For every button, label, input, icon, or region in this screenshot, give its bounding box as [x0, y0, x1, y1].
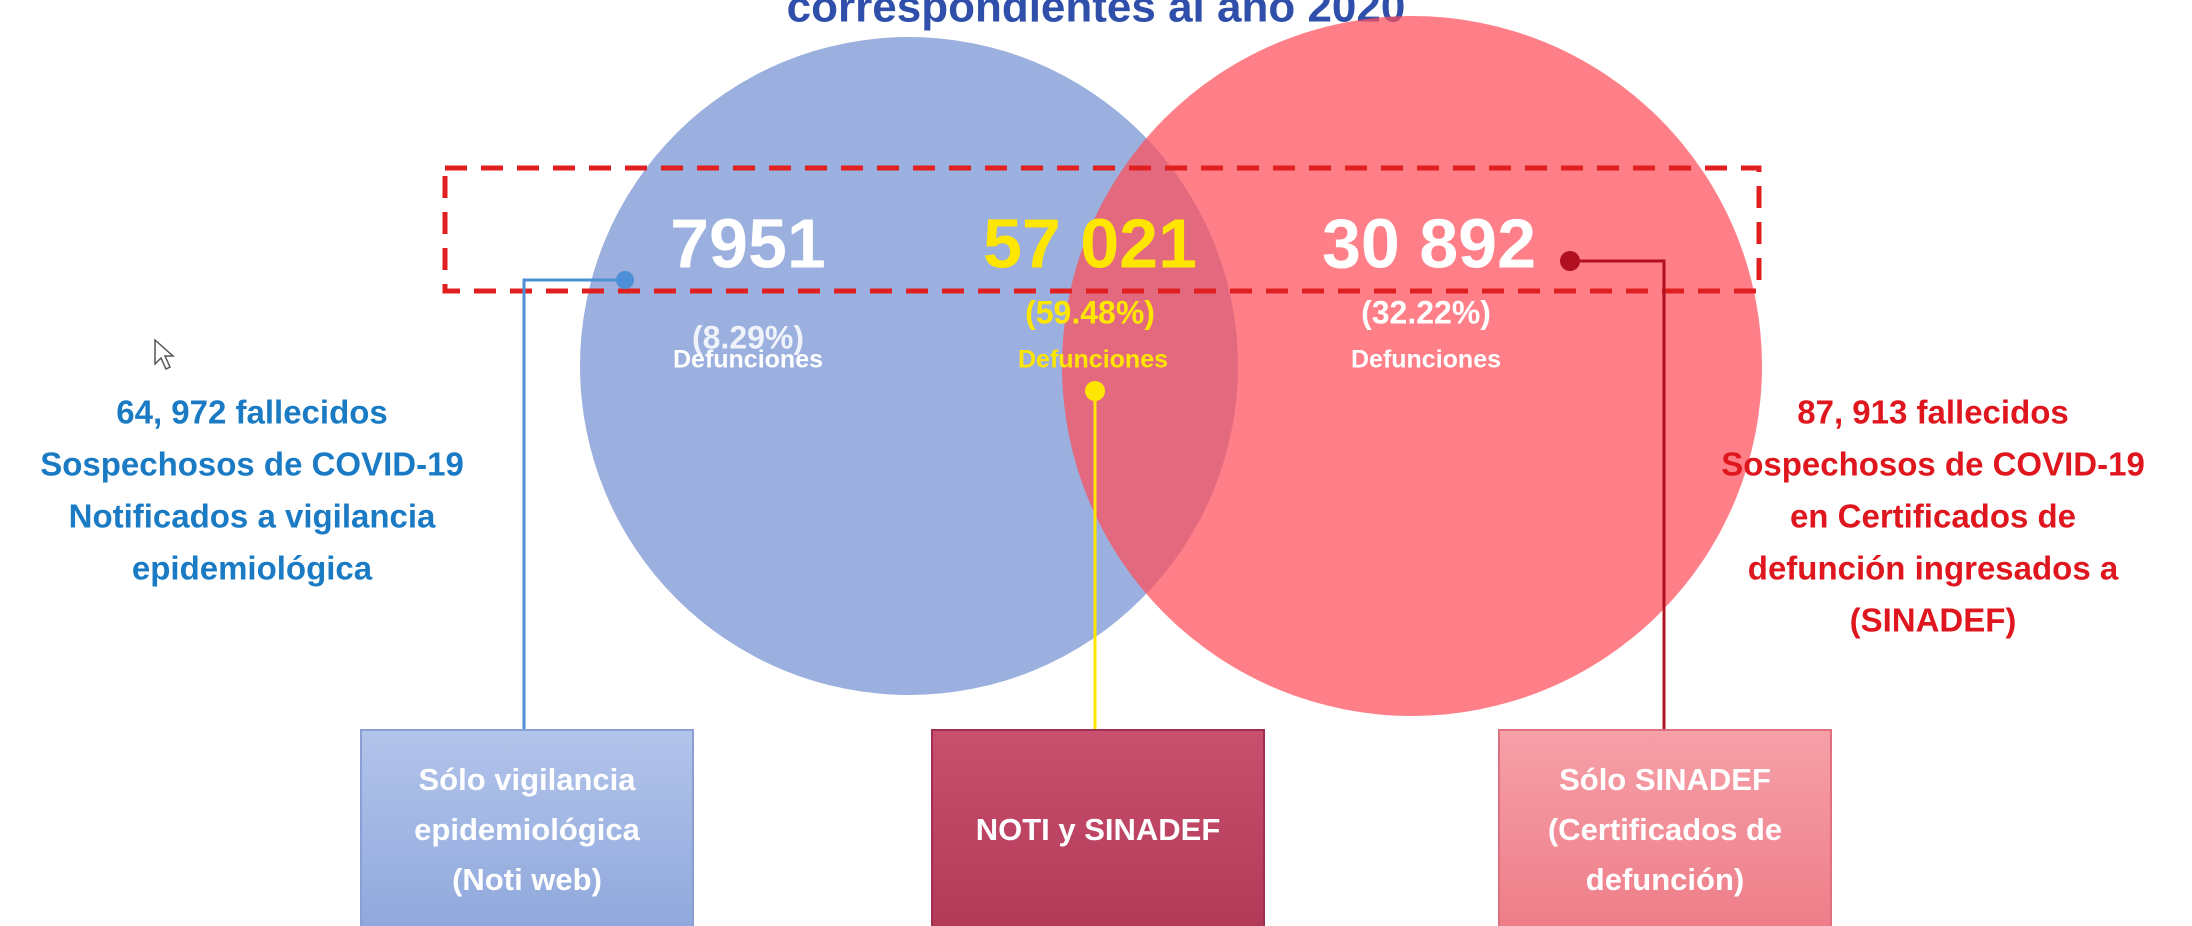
left-percent: (8.29%)	[692, 319, 804, 355]
note-line: Sospechosos de COVID-19	[40, 446, 464, 483]
note-line: (SINADEF)	[1850, 602, 2017, 639]
box-center	[931, 729, 1265, 926]
note-line: Sospechosos de COVID-19	[1721, 446, 2145, 483]
box-line: epidemiológica	[414, 812, 640, 847]
right-unit: Defunciones	[1351, 346, 1501, 374]
box-labels: Sólo vigilancia epidemiológica (Noti web) N…	[414, 762, 1782, 897]
connector-dot	[616, 271, 634, 289]
box-line: (Certificados de	[1548, 812, 1782, 847]
note-line: 87, 913 fallecidos	[1797, 394, 2069, 431]
right-note: 87, 913 fallecidos Sospechosos de COVID-1…	[1721, 394, 2145, 639]
box-line: defunción)	[1586, 862, 1744, 897]
box-line: NOTI y SINADEF	[976, 812, 1221, 847]
left-unit: Defunciones	[673, 346, 823, 374]
left-count: 7951	[670, 204, 826, 282]
center-percent: (59.48%)	[1025, 294, 1155, 330]
circle-left	[580, 37, 1238, 695]
box-right	[1498, 729, 1832, 926]
connector-dot	[1085, 381, 1105, 401]
note-line: 64, 972 fallecidos	[116, 394, 388, 431]
cursor	[154, 338, 175, 371]
connector-left	[522, 278, 625, 730]
note-line: en Certificados de	[1790, 498, 2076, 535]
connector-dot	[1560, 251, 1580, 271]
note-line: epidemiológica	[132, 550, 373, 587]
right-count: 30 892	[1322, 204, 1536, 282]
highlight-box	[442, 165, 1762, 294]
connector-right	[1570, 259, 1666, 730]
box-line: (Noti web)	[452, 862, 602, 897]
title: correspondientes al año 2020	[787, 0, 1406, 32]
left-note: 64, 972 fallecidos Sospechosos de COVID-1…	[40, 394, 464, 587]
note-line: defunción ingresados a	[1748, 550, 2119, 587]
box-line: Sólo SINADEF	[1559, 762, 1771, 797]
center-unit: Defunciones	[1018, 346, 1168, 374]
note-line: Notificados a vigilancia	[69, 498, 436, 535]
box-left	[360, 729, 694, 926]
circle-right	[1062, 16, 1762, 716]
center-count: 57 021	[983, 204, 1197, 282]
box-line: Sólo vigilancia	[418, 762, 636, 797]
right-percent: (32.22%)	[1361, 294, 1491, 330]
